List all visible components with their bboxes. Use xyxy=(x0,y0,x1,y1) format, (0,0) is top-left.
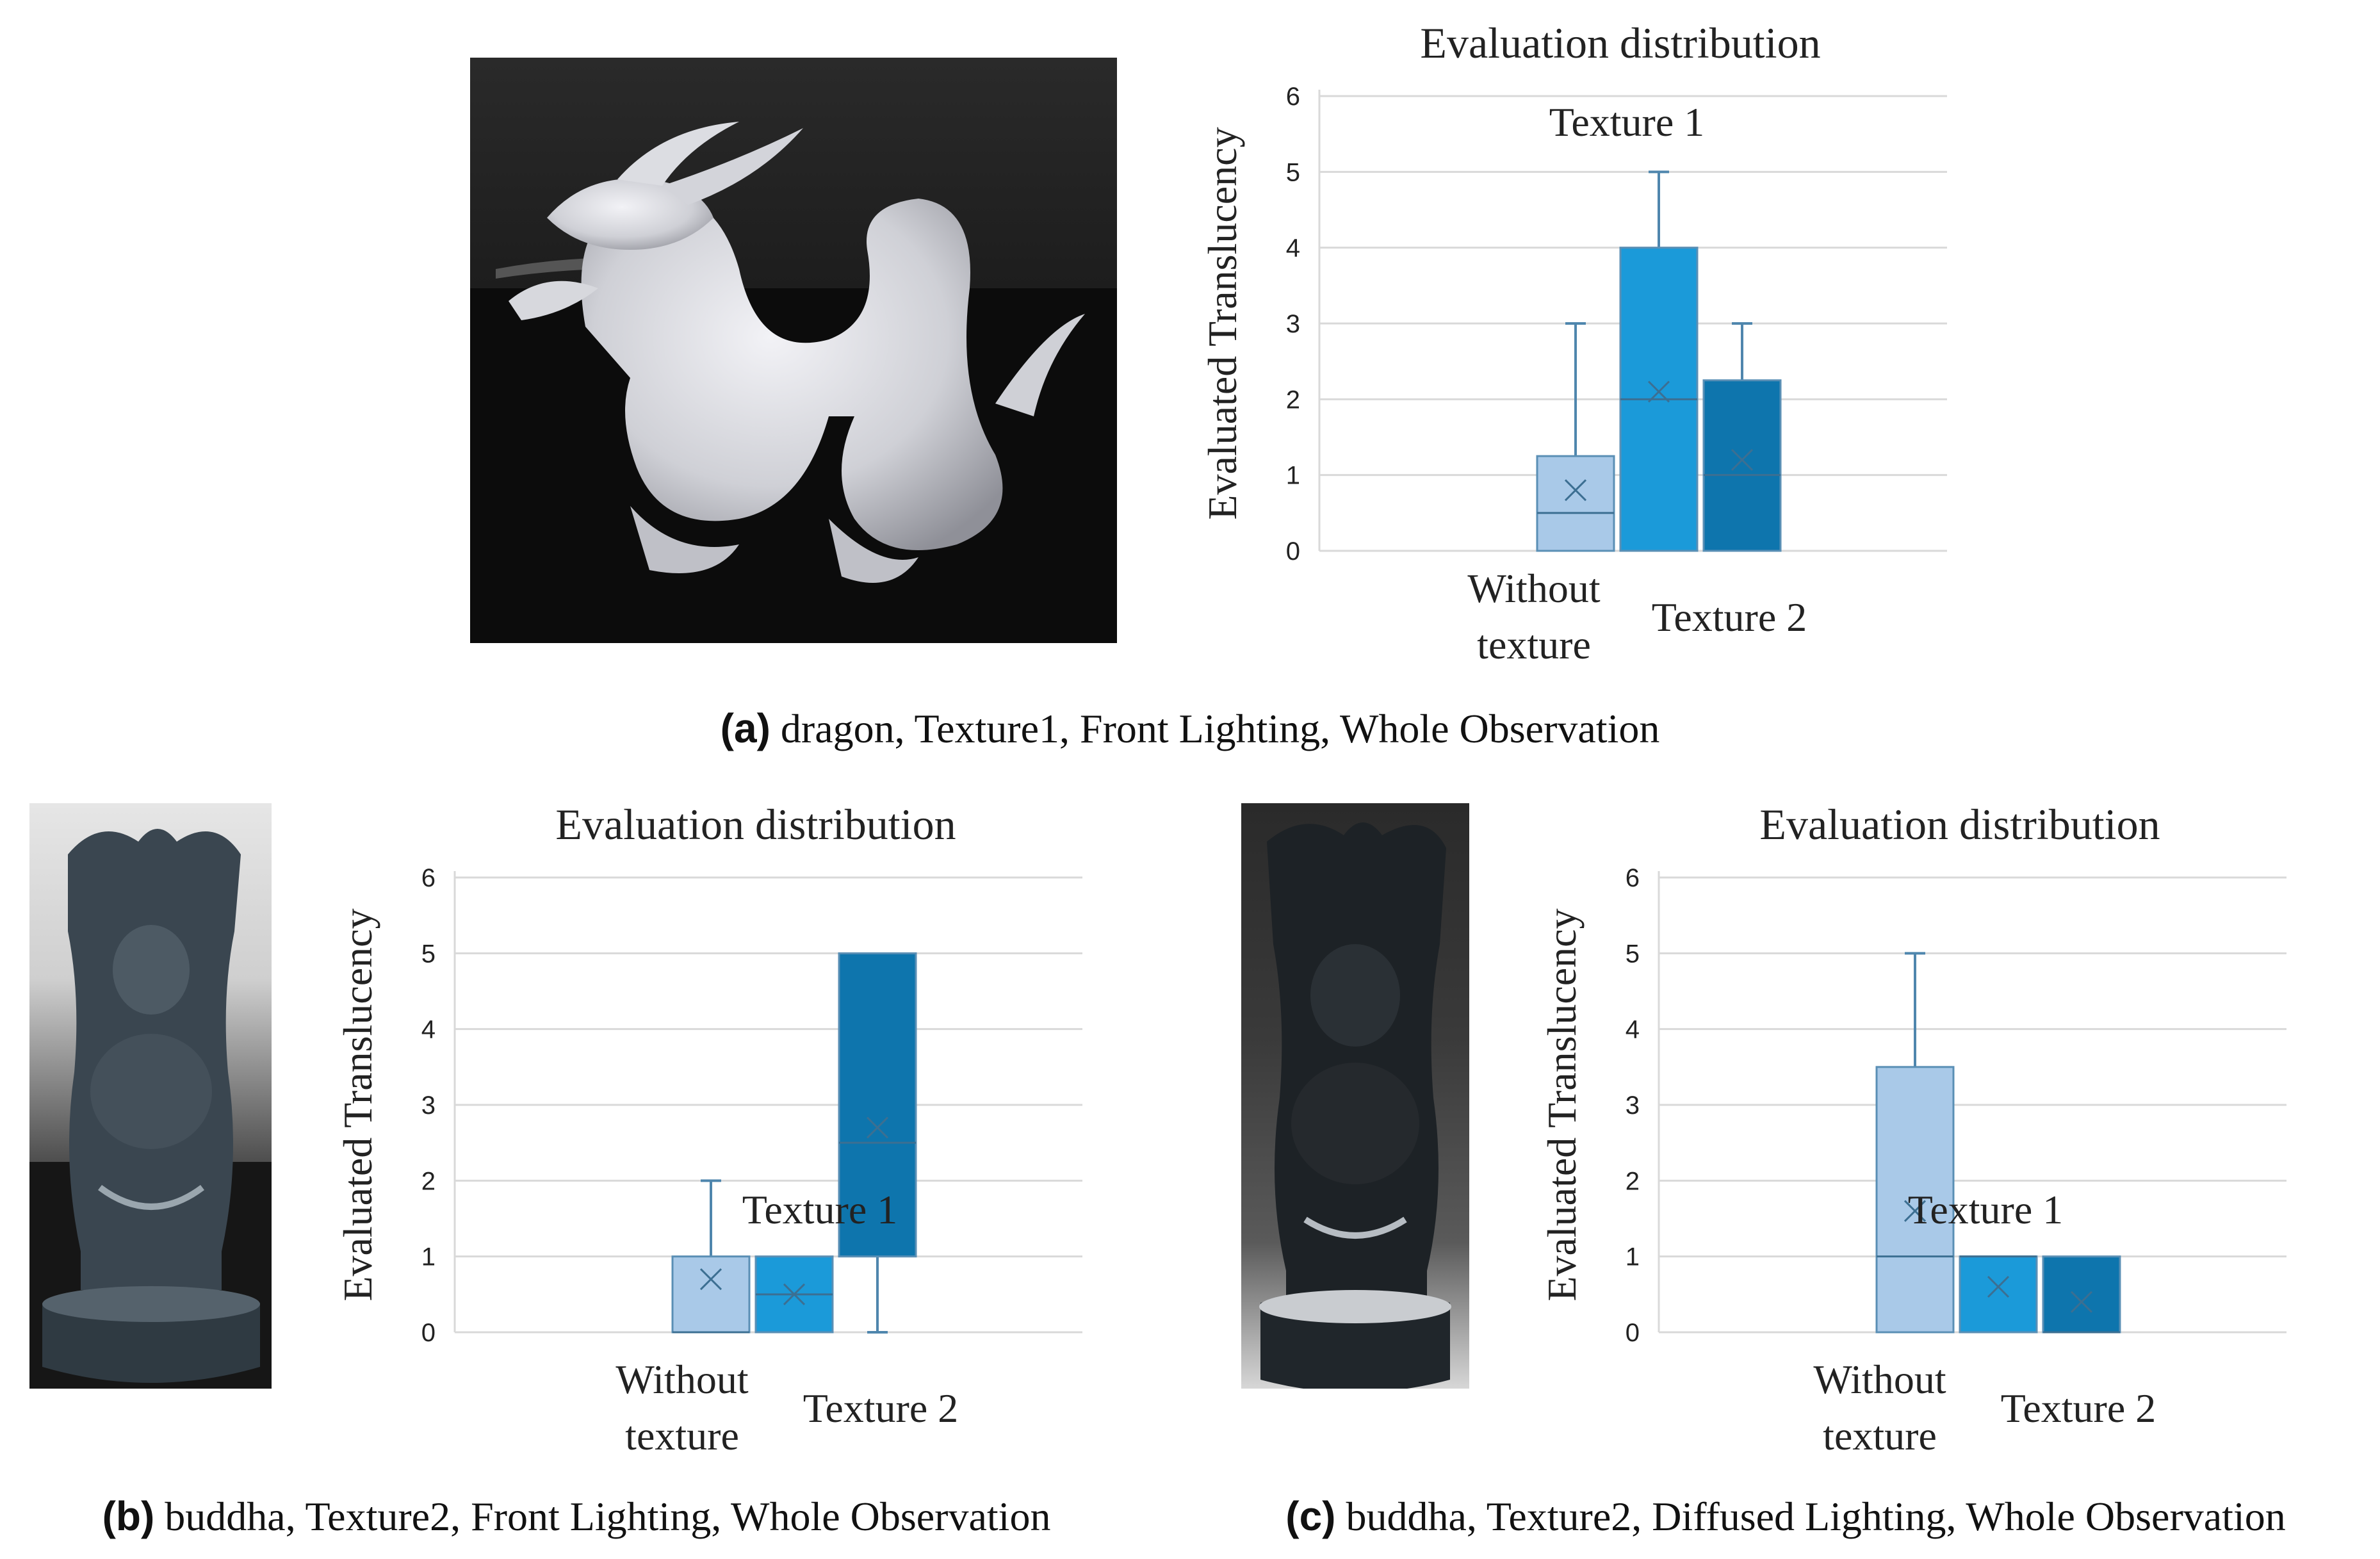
chart-title: Evaluation distribution xyxy=(1759,800,2160,849)
label-texture-2: Texture 2 xyxy=(803,1385,959,1431)
label-texture-1: Texture 1 xyxy=(1908,1187,2064,1232)
box-texture-2 xyxy=(1702,379,1782,552)
dragon-photo xyxy=(470,58,1117,643)
mean-marker xyxy=(1731,448,1754,471)
y-tick-label: 1 xyxy=(1626,1243,1640,1271)
caption-a: (a) dragon, Texture1, Front Lighting, Wh… xyxy=(0,705,2380,753)
y-tick-label: 1 xyxy=(1286,462,1300,490)
chart-b: Evaluation distribution Evaluated Translu… xyxy=(333,800,1134,1458)
mean-marker xyxy=(1903,1200,1927,1222)
caption-b-letter: (b) xyxy=(102,1493,155,1539)
chart-svg: Evaluation distribution Evaluated Translu… xyxy=(335,800,1082,1458)
label-without-texture: Without texture xyxy=(615,1357,748,1458)
caption-c-letter: (c) xyxy=(1285,1493,1336,1539)
chart-svg: Evaluation distribution Evaluated Translu… xyxy=(1539,800,2286,1458)
y-tick-label: 3 xyxy=(1286,310,1300,338)
dragon-figure xyxy=(470,122,1117,643)
chart-svg: Evaluation distribution Evaluated Translu… xyxy=(1200,19,1947,667)
y-tick-label: 6 xyxy=(1286,83,1300,111)
mean-marker xyxy=(699,1268,722,1291)
box-texture-1 xyxy=(1959,1255,2038,1334)
label-without-texture: Without texture xyxy=(1467,566,1600,667)
y-tick-label: 1 xyxy=(421,1243,436,1271)
buddha-photo-b xyxy=(29,803,272,1389)
label-texture-2: Texture 2 xyxy=(2001,1385,2156,1431)
mean-marker xyxy=(866,1116,889,1139)
chart-title: Evaluation distribution xyxy=(1420,19,1820,67)
box-without-texture xyxy=(1875,1066,1955,1334)
mean-marker xyxy=(2070,1291,2093,1313)
y-axis-label: Evaluated Translucency xyxy=(335,908,380,1301)
chart-c: Evaluation distribution Evaluated Translu… xyxy=(1537,800,2338,1458)
y-tick-label: 3 xyxy=(1626,1091,1640,1120)
y-tick-label: 0 xyxy=(421,1319,436,1347)
y-tick-label: 0 xyxy=(1286,537,1300,566)
caption-c-text: buddha, Texture2, Diffused Lighting, Who… xyxy=(1335,1494,2286,1539)
y-tick-label: 5 xyxy=(1626,940,1640,968)
box-without-texture xyxy=(1536,455,1615,552)
buddha-photo-c xyxy=(1241,803,1469,1389)
caption-b: (b) buddha, Texture2, Front Lighting, Wh… xyxy=(0,1492,1153,1540)
buddha-figure-b xyxy=(29,829,272,1389)
caption-b-text: buddha, Texture2, Front Lighting, Whole … xyxy=(154,1494,1051,1539)
y-tick-label: 4 xyxy=(1286,234,1300,263)
buddha-figure-c xyxy=(1259,822,1451,1389)
box-without-texture xyxy=(671,1255,751,1334)
y-tick-label: 6 xyxy=(421,864,436,892)
label-without-texture: Without texture xyxy=(1813,1357,1946,1458)
y-axis-label: Evaluated Translucency xyxy=(1200,127,1245,519)
caption-c: (c) buddha, Texture2, Diffused Lighting,… xyxy=(1191,1492,2380,1540)
label-texture-1: Texture 1 xyxy=(742,1187,898,1232)
mean-marker xyxy=(1564,479,1587,502)
y-tick-label: 5 xyxy=(1286,158,1300,186)
box-texture-2 xyxy=(2042,1255,2121,1334)
y-tick-label: 0 xyxy=(1626,1319,1640,1347)
mean-marker xyxy=(783,1283,806,1305)
y-tick-label: 6 xyxy=(1626,864,1640,892)
y-tick-label: 2 xyxy=(1626,1167,1640,1195)
y-tick-label: 2 xyxy=(421,1167,436,1195)
y-axis-label: Evaluated Translucency xyxy=(1539,908,1585,1301)
caption-a-text: dragon, Texture1, Front Lighting, Whole … xyxy=(770,706,1660,751)
label-texture-2: Texture 2 xyxy=(1652,594,1807,640)
y-tick-label: 5 xyxy=(421,940,436,968)
y-tick-label: 4 xyxy=(1626,1016,1640,1044)
y-tick-label: 2 xyxy=(1286,386,1300,414)
y-tick-label: 4 xyxy=(421,1016,436,1044)
chart-a: Evaluation distribution Evaluated Translu… xyxy=(1198,19,1998,667)
box-texture-2 xyxy=(838,952,917,1258)
mean-marker xyxy=(1987,1275,2010,1298)
chart-title: Evaluation distribution xyxy=(555,800,956,849)
y-tick-label: 3 xyxy=(421,1091,436,1120)
label-texture-1: Texture 1 xyxy=(1549,99,1705,145)
caption-a-letter: (a) xyxy=(720,705,770,751)
mean-marker xyxy=(1647,380,1670,403)
